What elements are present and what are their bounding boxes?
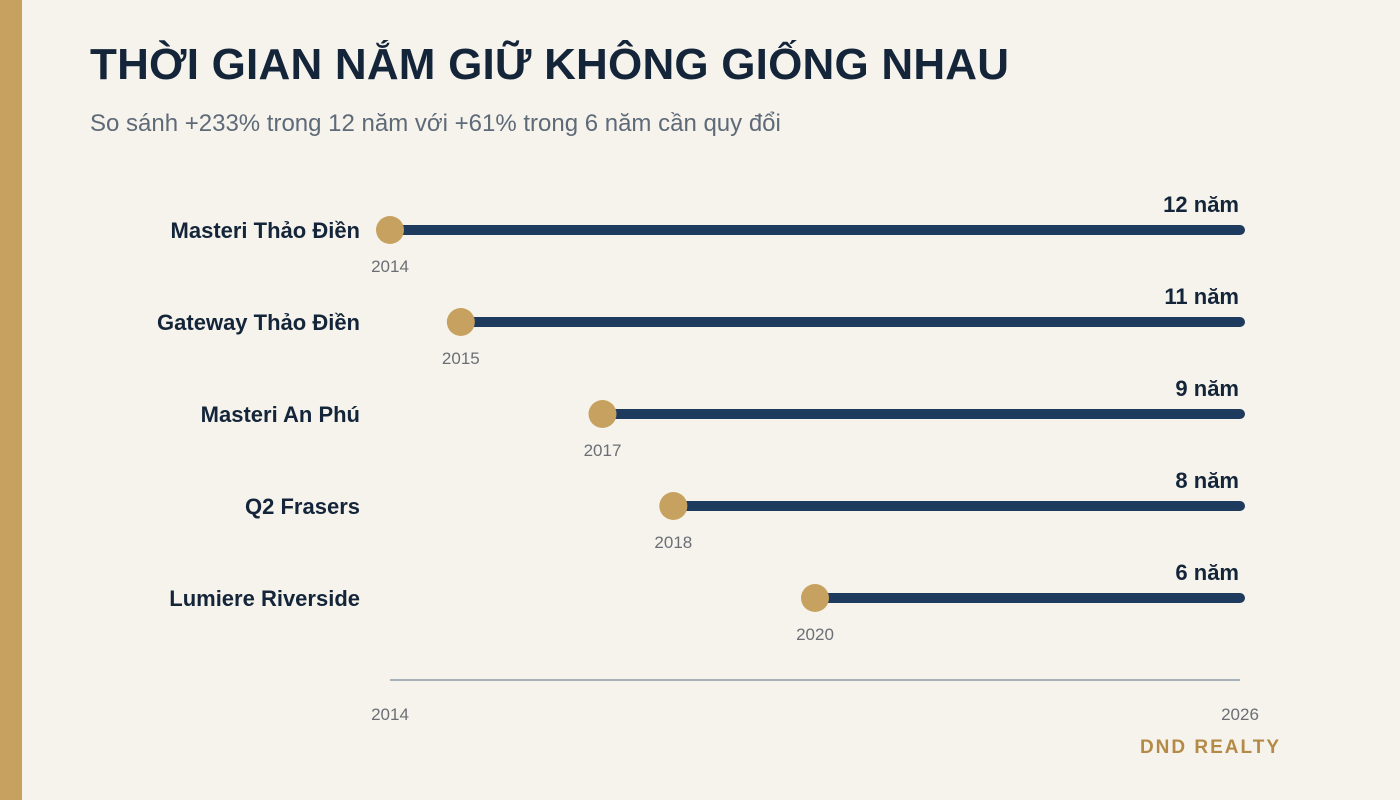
start-point [801,584,829,612]
x-axis-tick-label: 2014 [371,705,409,724]
start-point [446,308,475,336]
page-title: THỜI GIAN NẮM GIỮ KHÔNG GIỐNG NHAU [90,40,1010,89]
page-subtitle: So sánh +233% trong 12 năm với +61% tron… [90,110,781,137]
start-year-label: 2017 [584,441,622,460]
start-year-label: 2018 [654,533,692,552]
duration-label: 8 năm [1175,468,1239,493]
x-axis-tick-label: 2026 [1221,705,1259,724]
start-point [588,400,617,428]
brand-logo-text: DND REALTY [1139,737,1281,758]
category-label: Masteri Thảo Điền [171,218,360,243]
start-year-label: 2020 [796,625,834,644]
duration-label: 11 năm [1164,284,1239,309]
start-year-label: 2014 [371,257,409,276]
duration-label: 12 năm [1163,192,1239,217]
category-label: Gateway Thảo Điền [157,310,360,335]
left-accent-bar [0,0,22,800]
start-point [659,492,688,520]
start-point [376,216,404,244]
category-label: Lumiere Riverside [169,586,360,611]
duration-label: 9 năm [1175,376,1239,401]
start-year-label: 2015 [442,349,480,368]
category-label: Q2 Frasers [245,494,360,519]
category-label: Masteri An Phú [201,402,360,427]
duration-label: 6 năm [1175,560,1239,585]
